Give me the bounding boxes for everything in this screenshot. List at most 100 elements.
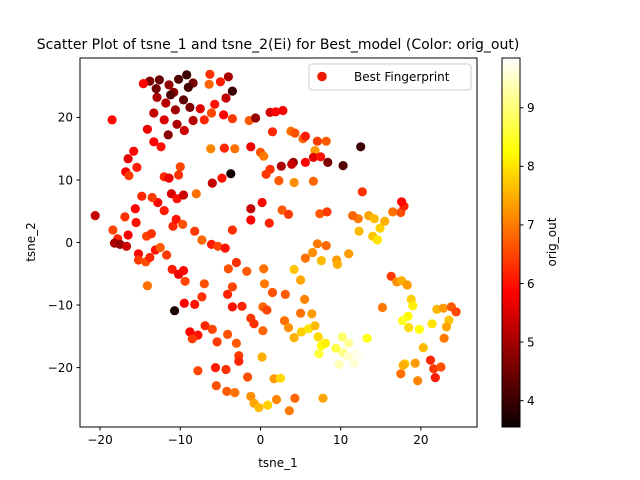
colorbar-tick-label: 4: [527, 394, 535, 408]
data-point: [343, 351, 353, 361]
y-tick-label: −10: [48, 298, 73, 312]
data-point: [261, 169, 271, 179]
data-point: [438, 303, 448, 313]
data-point: [441, 322, 452, 332]
data-point: [418, 343, 428, 353]
data-point: [171, 214, 181, 224]
data-point: [380, 216, 390, 226]
data-point: [257, 197, 267, 208]
data-point: [246, 204, 256, 214]
data-point: [312, 136, 322, 146]
data-point: [296, 275, 306, 285]
data-point: [300, 131, 310, 141]
data-point: [308, 152, 318, 162]
data-point: [219, 143, 229, 153]
data-point: [267, 287, 278, 298]
data-point: [156, 142, 166, 152]
data-point: [237, 301, 247, 311]
x-tick-label: 0: [257, 433, 265, 447]
data-point: [251, 113, 261, 123]
data-point: [205, 69, 215, 79]
data-point: [149, 137, 159, 147]
data-point: [243, 372, 253, 382]
data-point: [408, 301, 418, 311]
data-point: [207, 178, 217, 188]
data-point: [338, 161, 348, 171]
data-point: [354, 226, 364, 236]
data-point: [427, 319, 437, 329]
data-point: [404, 323, 414, 333]
data-point: [289, 333, 299, 343]
data-point: [357, 187, 367, 197]
data-point: [331, 343, 341, 353]
data-point: [397, 316, 407, 326]
data-point: [312, 239, 322, 249]
data-point: [249, 319, 259, 329]
data-point: [316, 152, 326, 162]
chart-title: Scatter Plot of tsne_1 and tsne_2(Ei) fo…: [37, 37, 520, 53]
data-point: [290, 128, 300, 138]
data-point: [348, 211, 358, 221]
y-tick-label: 0: [65, 236, 73, 250]
data-point: [217, 173, 227, 183]
data-point: [372, 235, 383, 245]
data-point: [182, 70, 192, 80]
data-point: [219, 110, 229, 120]
data-point: [321, 241, 331, 251]
data-point: [322, 207, 332, 217]
colorbar: [501, 57, 521, 428]
data-point: [221, 364, 231, 375]
data-point: [108, 225, 118, 235]
data-point: [197, 292, 207, 302]
data-point: [362, 333, 372, 343]
data-point: [174, 74, 184, 84]
data-point: [230, 144, 240, 154]
y-axis-label: tsne_2: [24, 222, 38, 262]
data-point: [344, 249, 354, 259]
x-axis-label: tsne_1: [258, 456, 298, 470]
data-point: [397, 197, 407, 207]
data-point: [175, 162, 185, 172]
data-point: [210, 99, 220, 109]
data-point: [199, 115, 209, 125]
data-point: [90, 211, 100, 221]
data-point: [246, 142, 256, 152]
plot-area: [80, 58, 477, 427]
data-point: [199, 279, 209, 289]
legend-label: Best Fingerprint: [354, 70, 450, 84]
data-point: [276, 161, 286, 171]
data-point: [257, 352, 267, 362]
data-point: [356, 142, 366, 152]
data-point: [180, 276, 190, 286]
data-point: [287, 159, 297, 169]
legend: Best Fingerprint: [308, 63, 472, 91]
data-point: [123, 154, 133, 164]
data-point: [271, 107, 281, 117]
data-point: [191, 189, 201, 199]
data-point: [300, 294, 310, 304]
data-point: [197, 235, 207, 245]
data-point: [310, 321, 320, 331]
data-point: [402, 280, 412, 290]
data-point: [185, 102, 195, 112]
data-point: [123, 230, 133, 240]
data-point: [221, 93, 231, 103]
data-point: [129, 146, 139, 156]
colorbar-tick-label: 9: [527, 101, 535, 115]
data-point: [227, 114, 237, 124]
data-point: [425, 355, 436, 365]
data-point: [206, 144, 216, 154]
legend-marker: [317, 71, 327, 82]
data-point: [133, 255, 144, 265]
data-point: [278, 105, 288, 116]
data-point: [375, 223, 385, 233]
data-point: [120, 212, 130, 222]
data-point: [162, 250, 172, 260]
data-point: [320, 338, 330, 348]
data-point: [212, 337, 222, 347]
data-point: [137, 191, 147, 201]
data-point: [190, 299, 200, 309]
data-point: [284, 406, 294, 416]
data-point: [154, 75, 164, 85]
